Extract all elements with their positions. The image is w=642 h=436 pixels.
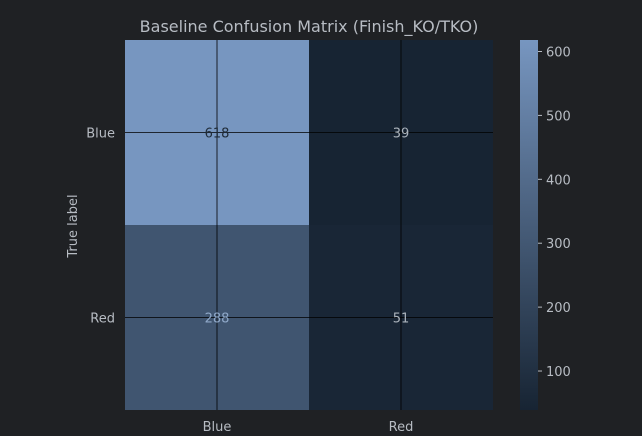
colorbar-tick-label: 200 — [546, 301, 571, 316]
colorbar-tick-label: 300 — [546, 237, 571, 252]
x-tick-label: Red — [389, 420, 414, 435]
colorbar-gradient — [520, 40, 538, 410]
x-tick-label: Blue — [203, 420, 232, 435]
y-axis-label: True label — [66, 194, 81, 258]
cell-value-labels: 618 39 288 51 — [205, 127, 410, 327]
cell-value-label: 288 — [205, 312, 230, 327]
colorbar: 100 200 300 400 500 600 — [520, 40, 571, 410]
colorbar-tick-label: 500 — [546, 109, 571, 124]
axis-tick-labels: Blue Red Blue Red — [86, 127, 413, 436]
y-tick-label: Red — [90, 312, 115, 327]
grid-lines — [125, 40, 493, 410]
colorbar-tick-label: 400 — [546, 173, 571, 188]
heatmap-cells — [125, 40, 493, 410]
cell-value-label: 39 — [393, 127, 410, 142]
colorbar-tick-label: 100 — [546, 365, 571, 380]
cell-value-label: 51 — [393, 312, 410, 327]
y-tick-label: Blue — [86, 127, 115, 142]
chart-title: Baseline Confusion Matrix (Finish_KO/TKO… — [140, 17, 479, 37]
colorbar-tick-label: 600 — [546, 46, 571, 61]
cell-value-label: 618 — [205, 127, 230, 142]
